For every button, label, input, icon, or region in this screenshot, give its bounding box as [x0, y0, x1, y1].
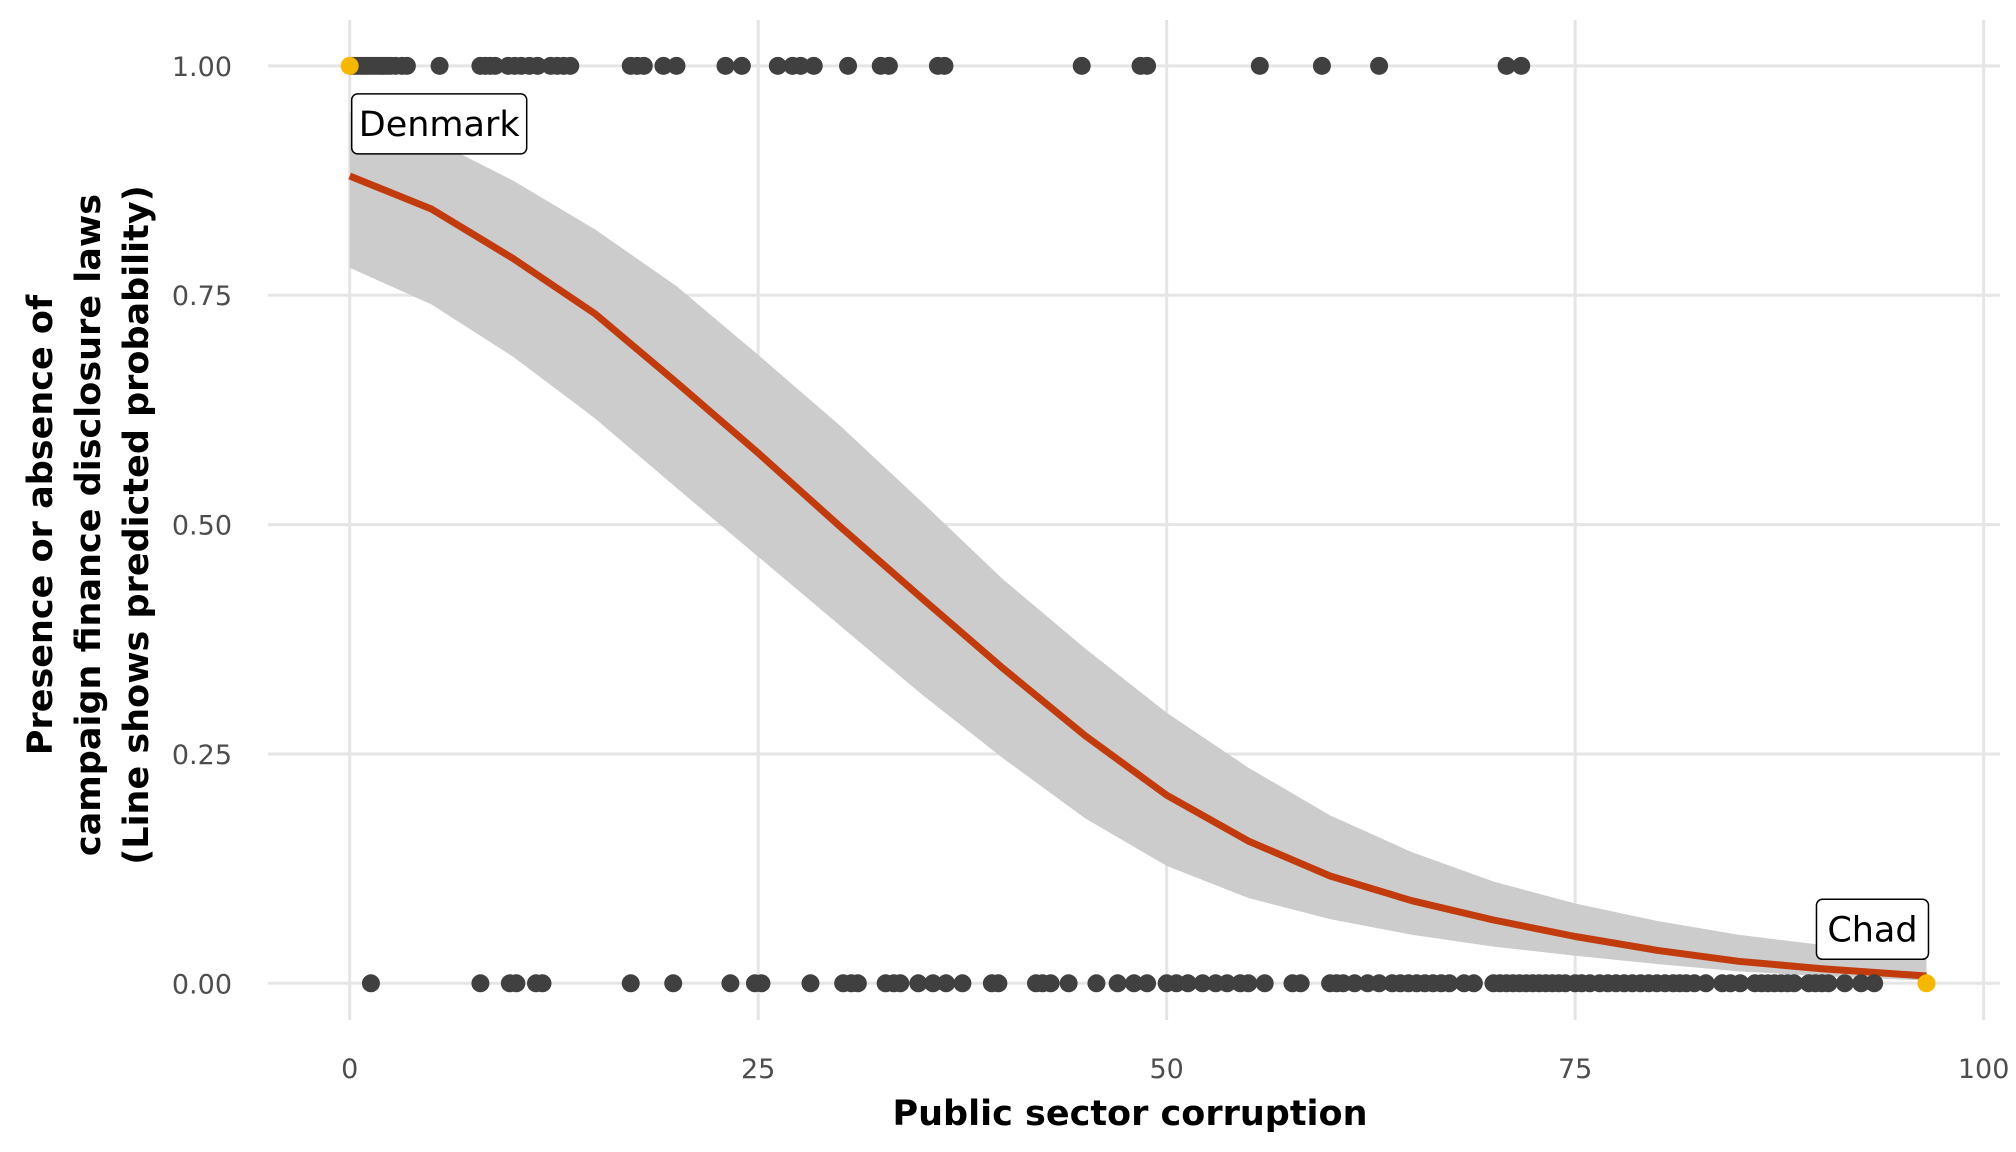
- data-point: [1072, 56, 1091, 75]
- data-point: [953, 974, 972, 993]
- data-point: [561, 56, 580, 75]
- data-point: [768, 56, 787, 75]
- data-point: [1312, 56, 1331, 75]
- data-point: [848, 974, 867, 993]
- y-axis-title-line-2: campaign finance disclosure laws: [69, 194, 109, 856]
- data-point: [1087, 974, 1106, 993]
- data-point: [397, 56, 416, 75]
- data-point: [1291, 974, 1310, 993]
- y-tick-labels: 0.00 0.25 0.50 0.75 1.00: [172, 52, 232, 1000]
- data-point: [664, 974, 683, 993]
- data-point: [1440, 974, 1459, 993]
- annotation-text: Chad: [1827, 910, 1917, 950]
- data-point: [752, 974, 771, 993]
- data-point: [732, 56, 751, 75]
- data-point: [361, 974, 380, 993]
- data-point: [1865, 974, 1884, 993]
- y-axis-title-line-1: Presence or absence of: [21, 294, 61, 755]
- x-tick-label: 50: [1149, 1054, 1183, 1085]
- data-point: [1218, 974, 1237, 993]
- data-point: [1696, 974, 1715, 993]
- y-tick-label: 0.75: [172, 281, 232, 312]
- data-point: [471, 974, 490, 993]
- highlight-point: [1917, 974, 1936, 993]
- data-point: [1041, 974, 1060, 993]
- data-point: [1497, 56, 1516, 75]
- data-point: [1835, 974, 1854, 993]
- annotation-text: Denmark: [359, 105, 521, 145]
- data-point: [1059, 974, 1078, 993]
- data-point: [654, 56, 673, 75]
- data-point: [891, 974, 910, 993]
- data-point: [1852, 974, 1871, 993]
- data-point: [1785, 974, 1804, 993]
- data-point: [1370, 974, 1389, 993]
- data-point: [1138, 56, 1157, 75]
- data-point: [667, 56, 686, 75]
- data-point: [1819, 974, 1838, 993]
- y-tick-label: 0.25: [172, 740, 232, 771]
- data-point: [1731, 974, 1750, 993]
- data-point: [486, 56, 505, 75]
- data-point: [528, 56, 547, 75]
- x-axis-title: Public sector corruption: [892, 1094, 1367, 1134]
- data-point: [721, 974, 740, 993]
- data-point: [1464, 974, 1483, 993]
- y-tick-label: 0.50: [172, 511, 232, 542]
- data-point: [507, 974, 526, 993]
- x-tick-label: 25: [741, 1054, 775, 1085]
- data-point: [791, 56, 810, 75]
- data-point: [1178, 974, 1197, 993]
- data-point: [1370, 56, 1389, 75]
- points-layer: [340, 56, 1936, 993]
- data-point: [1345, 974, 1364, 993]
- fitted-line: [348, 172, 1927, 980]
- x-tick-label: 100: [1958, 1054, 2010, 1085]
- data-point: [1512, 56, 1531, 75]
- data-point: [1250, 56, 1269, 75]
- y-axis-title-line-3: (Line shows predicted probability): [117, 185, 157, 864]
- data-point: [634, 56, 653, 75]
- data-point: [1125, 974, 1143, 993]
- annotation-box: [1815, 898, 1930, 961]
- data-point: [935, 56, 954, 75]
- annotations: Denmark Chad: [350, 93, 1930, 961]
- gridlines: [268, 20, 2000, 1020]
- data-point: [430, 56, 449, 75]
- data-point: [839, 56, 858, 75]
- data-point: [801, 974, 820, 993]
- data-point: [879, 56, 898, 75]
- data-point: [1239, 974, 1258, 993]
- highlight-point: [340, 56, 359, 75]
- data-point: [924, 974, 943, 993]
- data-point: [1255, 974, 1274, 993]
- data-point: [804, 56, 823, 75]
- data-point: [937, 974, 956, 993]
- data-point: [1138, 974, 1157, 993]
- annotation-box: [350, 93, 528, 155]
- data-point: [716, 56, 735, 75]
- data-point: [533, 974, 552, 993]
- data-point: [1108, 974, 1127, 993]
- confidence-band: [349, 111, 1927, 981]
- y-tick-label: 0.00: [172, 969, 232, 1000]
- data-point: [909, 974, 928, 993]
- annotation-label: Chad: [1815, 898, 1930, 961]
- annotation-label: Denmark: [350, 93, 528, 155]
- data-point: [621, 974, 640, 993]
- x-tick-label: 0: [341, 1054, 358, 1085]
- x-tick-labels: 0 25 50 75 100: [341, 1054, 2009, 1085]
- x-tick-label: 75: [1558, 1054, 1592, 1085]
- data-point: [989, 974, 1008, 993]
- y-axis-title: Presence or absence of campaign finance …: [21, 185, 157, 864]
- confidence-band-layer: [349, 111, 1927, 981]
- data-point: [1193, 974, 1212, 993]
- fitted-line-layer: [348, 172, 1927, 980]
- y-tick-label: 1.00: [172, 52, 232, 83]
